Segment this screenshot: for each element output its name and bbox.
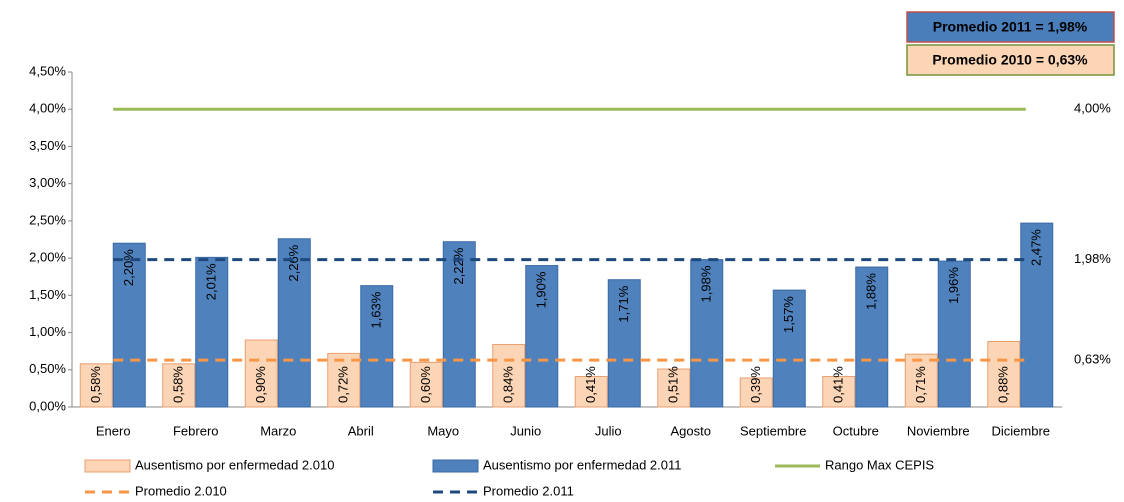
value-label: 1,71%	[616, 285, 631, 322]
bar	[244, 339, 278, 408]
bar	[574, 375, 608, 408]
annotation-box	[906, 11, 1115, 43]
y-tick-label: 3,50%	[29, 138, 66, 153]
x-tick-label: Noviembre	[907, 423, 970, 438]
bar	[987, 340, 1021, 408]
bar	[277, 238, 311, 408]
bar	[855, 266, 889, 408]
value-label: 2,20%	[121, 249, 136, 286]
bar	[1020, 222, 1054, 408]
y-tick-label: 2,00%	[29, 250, 66, 265]
x-tick-label: Enero	[96, 423, 131, 438]
bar	[79, 363, 113, 408]
bar	[409, 361, 443, 408]
bar	[195, 256, 229, 408]
bar	[162, 363, 196, 408]
value-label: 2,26%	[286, 244, 301, 281]
line-label: 4,00%	[1074, 101, 1111, 116]
legend-label: Rango Max CEPIS	[825, 457, 934, 472]
value-label: 1,96%	[946, 267, 961, 304]
value-label: 1,57%	[781, 296, 796, 333]
bar	[607, 279, 641, 408]
value-label: 0,58%	[88, 366, 103, 403]
value-label: 0,39%	[748, 366, 763, 403]
legend-label: Ausentismo por enfermedad 2.010	[135, 457, 334, 472]
y-tick-label: 4,50%	[29, 63, 66, 78]
value-label: 0,88%	[996, 366, 1011, 403]
value-label: 1,98%	[699, 265, 714, 302]
bar	[360, 285, 394, 408]
legend-swatch	[432, 459, 479, 473]
x-tick-label: Septiembre	[740, 423, 806, 438]
bar	[492, 343, 526, 408]
y-tick-label: 4,00%	[29, 101, 66, 116]
value-label: 0,41%	[831, 366, 846, 403]
value-label: 1,63%	[369, 291, 384, 328]
y-tick-label: 1,00%	[29, 324, 66, 339]
x-tick-label: Diciembre	[991, 423, 1050, 438]
y-tick-label: 0,50%	[29, 361, 66, 376]
x-tick-label: Junio	[510, 423, 541, 438]
line-label: 1,98%	[1074, 251, 1111, 266]
value-label: 0,84%	[501, 366, 516, 403]
bar	[657, 368, 691, 408]
x-tick-label: Octubre	[833, 423, 879, 438]
value-label: 0,51%	[666, 366, 681, 403]
value-label: 0,60%	[418, 366, 433, 403]
legend-label: Promedio 2.011	[483, 483, 574, 498]
bar	[904, 353, 938, 408]
bar	[442, 241, 476, 408]
y-tick-label: 0,00%	[29, 398, 66, 413]
annotation-text: Promedio 2010 = 0,63%	[932, 52, 1088, 68]
legend-label: Promedio 2.010	[135, 483, 227, 498]
value-label: 2,22%	[451, 247, 466, 284]
value-label: 0,90%	[253, 366, 268, 403]
x-tick-label: Abril	[348, 423, 374, 438]
x-tick-label: Mayo	[427, 423, 459, 438]
legend-swatch	[84, 459, 131, 473]
value-label: 2,01%	[204, 263, 219, 300]
legend-label: Ausentismo por enfermedad 2.011	[483, 457, 682, 472]
value-label: 0,58%	[171, 366, 186, 403]
bar	[327, 352, 361, 408]
y-tick-label: 3,00%	[29, 175, 66, 190]
annotation-text: Promedio 2011 = 1,98%	[933, 19, 1088, 35]
bar	[822, 375, 856, 408]
x-tick-label: Agosto	[671, 423, 711, 438]
x-tick-label: Julio	[595, 423, 622, 438]
value-label: 2,47%	[1029, 229, 1044, 266]
annotation-box	[906, 44, 1115, 76]
bar	[739, 377, 773, 408]
value-label: 0,72%	[336, 366, 351, 403]
y-tick-label: 2,50%	[29, 212, 66, 227]
value-label: 1,90%	[534, 271, 549, 308]
bar	[937, 260, 971, 408]
bar	[112, 242, 146, 408]
bar	[525, 265, 559, 408]
value-label: 0,41%	[583, 366, 598, 403]
bar	[690, 259, 724, 408]
x-tick-label: Marzo	[260, 423, 296, 438]
bar	[772, 289, 806, 408]
x-tick-label: Febrero	[173, 423, 219, 438]
line-label: 0,63%	[1074, 352, 1111, 367]
y-tick-label: 1,50%	[29, 287, 66, 302]
value-label: 1,88%	[864, 273, 879, 310]
value-label: 0,71%	[913, 366, 928, 403]
